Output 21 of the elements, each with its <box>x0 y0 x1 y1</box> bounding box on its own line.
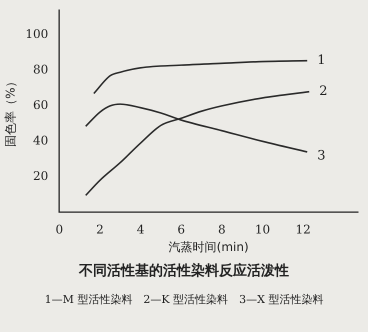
series-label: 3 <box>317 148 326 164</box>
series-label: 1 <box>317 53 326 68</box>
line-series <box>93 60 308 94</box>
x-tick-label: 0 <box>55 222 64 237</box>
series-label: 2 <box>319 84 328 100</box>
x-tick-label: 10 <box>254 222 270 237</box>
text: 1—M 型活性染料 2—K 型活性染料 3—X 型活性染料 <box>44 292 324 307</box>
x-tick-label: 12 <box>295 222 311 237</box>
x-tick-label: 8 <box>218 222 226 237</box>
x-tick-label: 6 <box>177 222 186 237</box>
x-tick-label: 4 <box>136 222 145 237</box>
y-tick-label: 40 <box>33 133 48 148</box>
line-series <box>84 90 310 196</box>
y-tick-label: 20 <box>33 168 48 183</box>
y-tick-label: 80 <box>33 62 48 77</box>
y-tick-label: 60 <box>33 98 48 112</box>
x-axis-title: 汽蒸时间(min) <box>168 240 249 254</box>
text: 不同活性基的活性染料反应活泼性 <box>78 262 290 280</box>
y-tick-label: 100 <box>25 27 48 42</box>
x-tick-label: 2 <box>96 222 104 237</box>
y-axis-title: 固色率（%） <box>3 75 18 147</box>
